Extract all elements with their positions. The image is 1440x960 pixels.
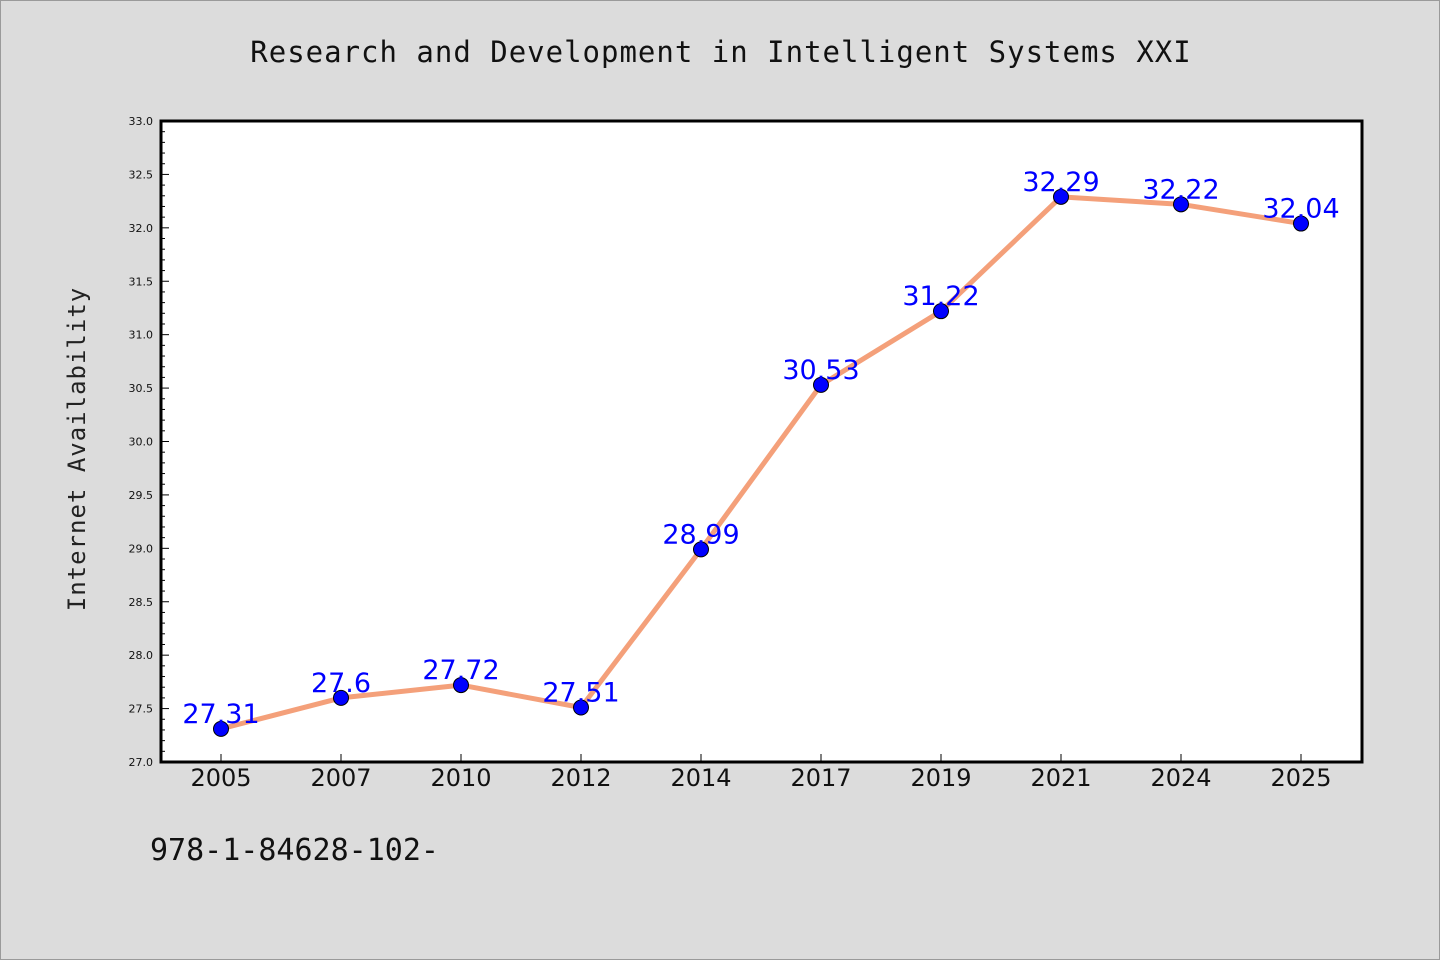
x-tick-label: 2012 [550, 764, 611, 792]
x-tick-label: 2014 [670, 764, 731, 792]
data-label: 32.29 [1022, 167, 1099, 198]
y-tick-label: 31.5 [129, 275, 154, 288]
data-label: 27.6 [311, 668, 371, 699]
y-tick-label: 32.0 [129, 222, 154, 235]
plot-area [159, 119, 1364, 764]
data-point [333, 689, 349, 706]
data-point [573, 699, 589, 716]
data-label: 31.22 [902, 281, 979, 312]
y-tick-label: 33.0 [129, 115, 154, 128]
y-tick-label: 28.5 [129, 596, 154, 609]
y-tick-label: 29.5 [129, 489, 154, 502]
y-tick-label: 31.0 [129, 329, 154, 342]
series-line [218, 194, 1304, 732]
data-point [813, 376, 829, 393]
x-axis: 2005 2007 2010 2012 2014 2017 2019 2021 2024 2025 [190, 754, 1332, 792]
data-labels-layer: 27.31 27.6 27.72 27.51 28.99 30.53 31.22 32.29 3… [182, 167, 1339, 730]
data-label: 27.31 [182, 699, 259, 730]
data-point [213, 720, 229, 737]
y-tick-label: 27.5 [129, 703, 154, 716]
data-point [1173, 196, 1189, 213]
y-tick-label: 30.0 [129, 436, 154, 449]
x-tick-label: 2017 [790, 764, 851, 792]
data-label: 27.72 [422, 655, 499, 686]
data-point [1293, 215, 1309, 232]
data-point [933, 303, 949, 320]
footer-note: 978-1-84628-102- [150, 833, 439, 868]
x-tick-label: 2019 [910, 764, 971, 792]
data-label: 28.99 [662, 519, 739, 550]
series-layer [218, 194, 1304, 732]
y-tick-label: 32.5 [129, 168, 154, 181]
chart-title: Research and Development in Intelligent … [250, 35, 1192, 69]
x-tick-label: 2021 [1030, 764, 1091, 792]
data-point [453, 677, 469, 694]
data-point [693, 541, 709, 558]
data-label: 32.22 [1142, 174, 1219, 205]
data-point [1053, 188, 1069, 205]
y-axis: 27.0 27.5 28.0 28.5 29.0 29.5 30.0 30.5 31.0 31.5… [129, 115, 169, 769]
data-label: 27.51 [542, 678, 619, 709]
data-label: 32.04 [1262, 194, 1339, 225]
y-tick-label: 29.0 [129, 542, 154, 555]
x-tick-label: 2010 [430, 764, 491, 792]
y-tick-label: 30.5 [129, 382, 154, 395]
y-tick-label: 27.0 [129, 756, 154, 769]
x-tick-label: 2024 [1150, 764, 1211, 792]
x-tick-label: 2005 [190, 764, 251, 792]
markers-layer [213, 188, 1309, 737]
x-tick-label: 2025 [1270, 764, 1331, 792]
y-tick-label: 28.0 [129, 649, 154, 662]
data-label: 30.53 [782, 355, 859, 386]
x-tick-label: 2007 [310, 764, 371, 792]
